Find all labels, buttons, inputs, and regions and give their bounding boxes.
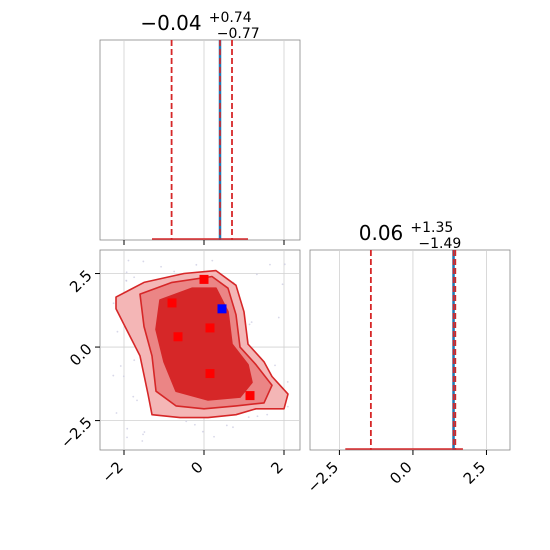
joint-sample-dot: [232, 426, 234, 429]
joint-sample-dot: [256, 415, 259, 418]
joint-sample-dot: [127, 259, 130, 262]
joint-sample-dot: [269, 263, 271, 266]
marginal-1-title: −0.04 +0.74 −0.77: [140, 7, 259, 42]
joint-sample-dot: [142, 260, 145, 263]
marginal-2-lower: −1.49: [418, 236, 461, 252]
joint-point-red: [167, 298, 177, 308]
joint-sample-dot: [255, 273, 258, 276]
joint-sample-dot: [225, 424, 228, 427]
marginal-1-upper: +0.74: [209, 10, 252, 26]
marginal-2-grid: [339, 250, 487, 450]
joint-x-tick-label: 2: [267, 458, 286, 477]
contour-inner: [155, 287, 253, 401]
joint-point-red: [205, 369, 215, 379]
joint-y-tick-label: 0.0: [66, 340, 96, 370]
marginal-1-median: −0.04: [140, 11, 201, 35]
joint-panel: −2 0 2 2.5 0.0 −2.5: [57, 249, 301, 486]
joint-x-tick-label: −2: [98, 458, 126, 486]
marginal-1: −0.04 +0.74 −0.77: [99, 7, 301, 245]
marginal-1-lower: −0.77: [217, 26, 260, 42]
joint-sample-dot: [201, 430, 204, 433]
joint-sample-dot: [211, 259, 214, 262]
marginal-1-lines: [152, 40, 248, 240]
joint-points: [167, 274, 255, 401]
joint-sample-dot: [266, 413, 269, 416]
joint-sample-dot: [141, 440, 144, 442]
joint-point-red: [245, 391, 255, 401]
joint-sample-dot: [132, 395, 135, 398]
joint-sample-dot: [185, 420, 188, 423]
joint-sample-dot: [195, 263, 198, 266]
joint-sample-dot: [112, 302, 115, 305]
marginal-1-frame: [99, 39, 301, 241]
joint-sample-dot: [143, 431, 146, 433]
marginal-2-frame: [309, 249, 511, 451]
joint-sample-dot: [133, 276, 136, 279]
joint-sample-dot: [142, 433, 144, 436]
joint-sample-dot: [283, 263, 286, 266]
joint-x-tick-label: 0: [187, 458, 206, 477]
joint-sample-dot: [286, 405, 289, 408]
marginal-2-x-tick-label: −2.5: [304, 458, 342, 496]
joint-sample-dot: [116, 330, 119, 333]
joint-sample-dot: [160, 265, 162, 268]
joint-sample-dot: [248, 323, 251, 326]
joint-sample-dot: [126, 436, 128, 439]
marginal-2: −2.5 0.0 2.5 0.06 +1.35 −1.49: [304, 217, 511, 497]
joint-sample-dot: [122, 375, 125, 378]
marginal-2-x-tick-label: 2.5: [460, 458, 490, 488]
joint-point-red: [205, 323, 215, 333]
marginal-1-grid: [123, 40, 285, 245]
joint-sample-dot: [274, 364, 276, 367]
joint-sample-dot: [213, 435, 215, 438]
marginal-2-upper: +1.35: [410, 220, 453, 236]
joint-point-blue: [217, 304, 227, 314]
joint-sample-dot: [281, 283, 284, 286]
joint-contours: [112, 259, 289, 442]
joint-sample-dot: [173, 270, 176, 273]
joint-sample-dot: [193, 423, 196, 426]
joint-sample-dot: [247, 416, 250, 419]
marginal-2-x-tick-label: 0.0: [386, 458, 416, 488]
joint-sample-dot: [125, 271, 128, 274]
marginal-2-x-ticks: −2.5 0.0 2.5: [304, 450, 490, 497]
marginal-2-title: 0.06 +1.35 −1.49: [359, 217, 462, 252]
joint-point-red: [199, 274, 209, 284]
joint-sample-dot: [133, 359, 136, 362]
joint-y-ticks: 2.5 0.0 −2.5: [57, 266, 100, 452]
joint-x-ticks: −2 0 2: [98, 450, 287, 486]
joint-sample-dot: [250, 321, 253, 324]
joint-sample-dot: [136, 399, 138, 402]
marginal-2-median: 0.06: [359, 221, 404, 245]
joint-sample-dot: [125, 279, 128, 282]
joint-sample-dot: [119, 365, 122, 367]
joint-y-tick-label: −2.5: [57, 414, 95, 452]
marginal-2-lines: [345, 250, 463, 450]
joint-sample-dot: [126, 427, 129, 430]
joint-sample-dot: [112, 374, 115, 377]
joint-point-red: [173, 332, 183, 342]
joint-sample-dot: [286, 381, 289, 383]
joint-y-tick-label: 2.5: [66, 266, 96, 296]
joint-sample-dot: [277, 316, 280, 319]
joint-sample-dot: [115, 412, 118, 414]
